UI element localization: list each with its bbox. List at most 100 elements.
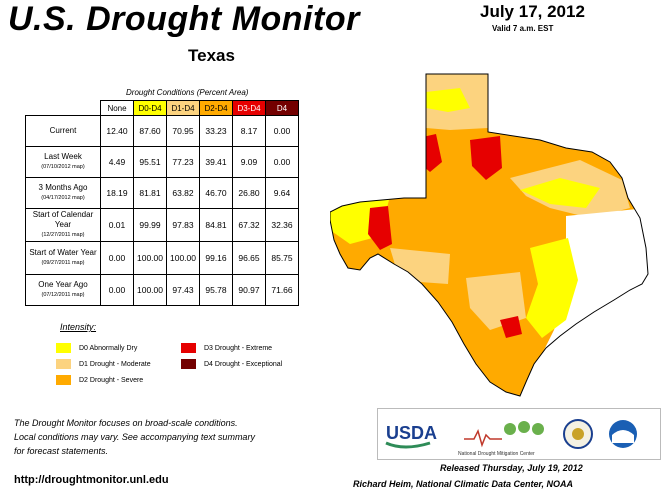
row-label: Current bbox=[25, 115, 101, 147]
table-cell: 84.81 bbox=[199, 208, 233, 242]
noaa-logo-gull bbox=[612, 430, 634, 443]
legend-title: Intensity: bbox=[60, 322, 97, 332]
d0-central-east bbox=[526, 238, 578, 338]
drought-areas bbox=[330, 74, 648, 396]
valid-time: Valid 7 a.m. EST bbox=[492, 24, 554, 33]
table-cell: 0.00 bbox=[100, 274, 134, 306]
texas-drought-map bbox=[330, 73, 649, 397]
table-cell: 95.78 bbox=[199, 274, 233, 306]
table-cell: 46.70 bbox=[199, 177, 233, 209]
table-cell: 12.40 bbox=[100, 115, 134, 147]
legend-item-d4: D4 Drought - Exceptional bbox=[181, 359, 282, 369]
legend-label: D4 Drought - Exceptional bbox=[204, 360, 283, 368]
d3-panhandle-east bbox=[470, 136, 502, 180]
legend-swatch bbox=[181, 359, 196, 369]
table-cell: 87.60 bbox=[133, 115, 167, 147]
table-cell: 100.00 bbox=[133, 274, 167, 306]
ndmc-line-icon bbox=[464, 428, 502, 448]
legend-swatch bbox=[56, 375, 71, 385]
table-row-last-week: Last Week (07/10/2012 map) 4.49 95.51 77.… bbox=[25, 146, 299, 178]
table-cell: 9.09 bbox=[232, 146, 266, 178]
usda-logo: USDA bbox=[386, 423, 437, 443]
col-header-d3-d4: D3-D4 bbox=[232, 100, 266, 116]
state-name: Texas bbox=[188, 46, 235, 65]
table-cell: 97.83 bbox=[166, 208, 200, 242]
table-cell: 63.82 bbox=[166, 177, 200, 209]
d3-south-texas bbox=[500, 316, 522, 338]
table-cell: 70.95 bbox=[166, 115, 200, 147]
table-row-one-year-ago: One Year Ago (07/12/2011 map) 0.00 100.00… bbox=[25, 274, 299, 306]
drought-conditions-table: None D0-D4 D1-D4 D2-D4 D3-D4 D4 Current … bbox=[25, 100, 299, 306]
table-cell: 77.23 bbox=[166, 146, 200, 178]
table-cell: 97.43 bbox=[166, 274, 200, 306]
row-label: 3 Months Ago (04/17/2012 map) bbox=[25, 177, 101, 209]
table-cell: 0.00 bbox=[100, 241, 134, 275]
table-cell: 0.01 bbox=[100, 208, 134, 242]
table-cell: 85.75 bbox=[265, 241, 299, 275]
table-cell: 81.81 bbox=[133, 177, 167, 209]
legend-label: D1 Drought - Moderate bbox=[79, 360, 151, 368]
legend-swatch bbox=[56, 359, 71, 369]
usda-swoosh bbox=[385, 441, 431, 449]
table-cell: 95.51 bbox=[133, 146, 167, 178]
legend-label: D2 Drought - Severe bbox=[79, 376, 144, 384]
table-row-3-months-ago: 3 Months Ago (04/17/2012 map) 18.19 81.81… bbox=[25, 177, 299, 209]
d0-north-central bbox=[520, 178, 600, 208]
d1-south-central bbox=[466, 272, 526, 330]
col-header-d1-d4: D1-D4 bbox=[166, 100, 200, 116]
map-title: U.S. Drought Monitor bbox=[8, 0, 360, 38]
tree-icon bbox=[504, 423, 516, 435]
row-label: Start of Water Year (09/27/2011 map) bbox=[25, 241, 101, 275]
legend-swatch bbox=[56, 343, 71, 353]
table-corner bbox=[26, 101, 101, 116]
table-row-current: Current 12.40 87.60 70.95 33.23 8.17 0.0… bbox=[25, 115, 299, 147]
table-cell: 99.16 bbox=[199, 241, 233, 275]
table-header-row: None D0-D4 D1-D4 D2-D4 D3-D4 D4 bbox=[26, 100, 299, 116]
disclaimer-note: The Drought Monitor focuses on broad-sca… bbox=[14, 418, 255, 456]
table-cell: 0.00 bbox=[265, 146, 299, 178]
table-cell: 4.49 bbox=[100, 146, 134, 178]
release-date: Released Thursday, July 19, 2012 bbox=[440, 463, 583, 473]
legend-item-d1: D1 Drought - Moderate bbox=[56, 359, 151, 369]
d3-trans-pecos bbox=[368, 206, 392, 250]
legend-label: D3 Drought - Extreme bbox=[204, 344, 273, 352]
table-cell: 39.41 bbox=[199, 146, 233, 178]
table-row-start-water-year: Start of Water Year (09/27/2011 map) 0.00… bbox=[25, 241, 299, 275]
table-cell: 71.66 bbox=[265, 274, 299, 306]
legend-label: D0 Abnormally Dry bbox=[79, 344, 138, 352]
table-cell: 33.23 bbox=[199, 115, 233, 147]
commerce-seal-center bbox=[572, 428, 584, 440]
author-credit: Richard Heim, National Climatic Data Cen… bbox=[353, 479, 574, 489]
table-cell: 100.00 bbox=[133, 241, 167, 275]
table-cell: 96.65 bbox=[232, 241, 266, 275]
logos-graphic: USDA National Drought Mitigation Center bbox=[385, 419, 637, 457]
table-row-start-calendar-year: Start of Calendar Year (12/27/2011 map) 0… bbox=[25, 208, 299, 242]
ndmc-logo-text: National Drought Mitigation Center bbox=[458, 451, 535, 457]
table-cell: 67.32 bbox=[232, 208, 266, 242]
col-header-d4: D4 bbox=[265, 100, 299, 116]
table-cell: 100.00 bbox=[166, 241, 200, 275]
map-date: July 17, 2012 bbox=[480, 2, 585, 21]
table-cell: 32.36 bbox=[265, 208, 299, 242]
row-label: One Year Ago (07/12/2011 map) bbox=[25, 274, 101, 306]
table-caption: Drought Conditions (Percent Area) bbox=[126, 88, 249, 97]
row-label: Start of Calendar Year (12/27/2011 map) bbox=[25, 208, 101, 242]
table-cell: 18.19 bbox=[100, 177, 134, 209]
table-cell: 99.99 bbox=[133, 208, 167, 242]
tree-icon bbox=[518, 421, 530, 433]
col-header-d0-d4: D0-D4 bbox=[133, 100, 167, 116]
d0-panhandle bbox=[426, 88, 470, 112]
col-header-d2-d4: D2-D4 bbox=[199, 100, 233, 116]
col-header-none: None bbox=[100, 100, 134, 116]
legend-item-d3: D3 Drought - Extreme bbox=[181, 343, 272, 353]
tree-icon bbox=[532, 423, 544, 435]
legend-item-d0: D0 Abnormally Dry bbox=[56, 343, 137, 353]
partner-logos: USDA National Drought Mitigation Center bbox=[377, 408, 661, 460]
table-cell: 0.00 bbox=[265, 115, 299, 147]
legend-item-d2: D2 Drought - Severe bbox=[56, 375, 143, 385]
table-cell: 9.64 bbox=[265, 177, 299, 209]
row-label: Last Week (07/10/2012 map) bbox=[25, 146, 101, 178]
table-cell: 26.80 bbox=[232, 177, 266, 209]
d1-big-bend bbox=[390, 248, 450, 284]
drought-monitor-link[interactable]: http://droughtmonitor.unl.edu bbox=[14, 474, 169, 486]
